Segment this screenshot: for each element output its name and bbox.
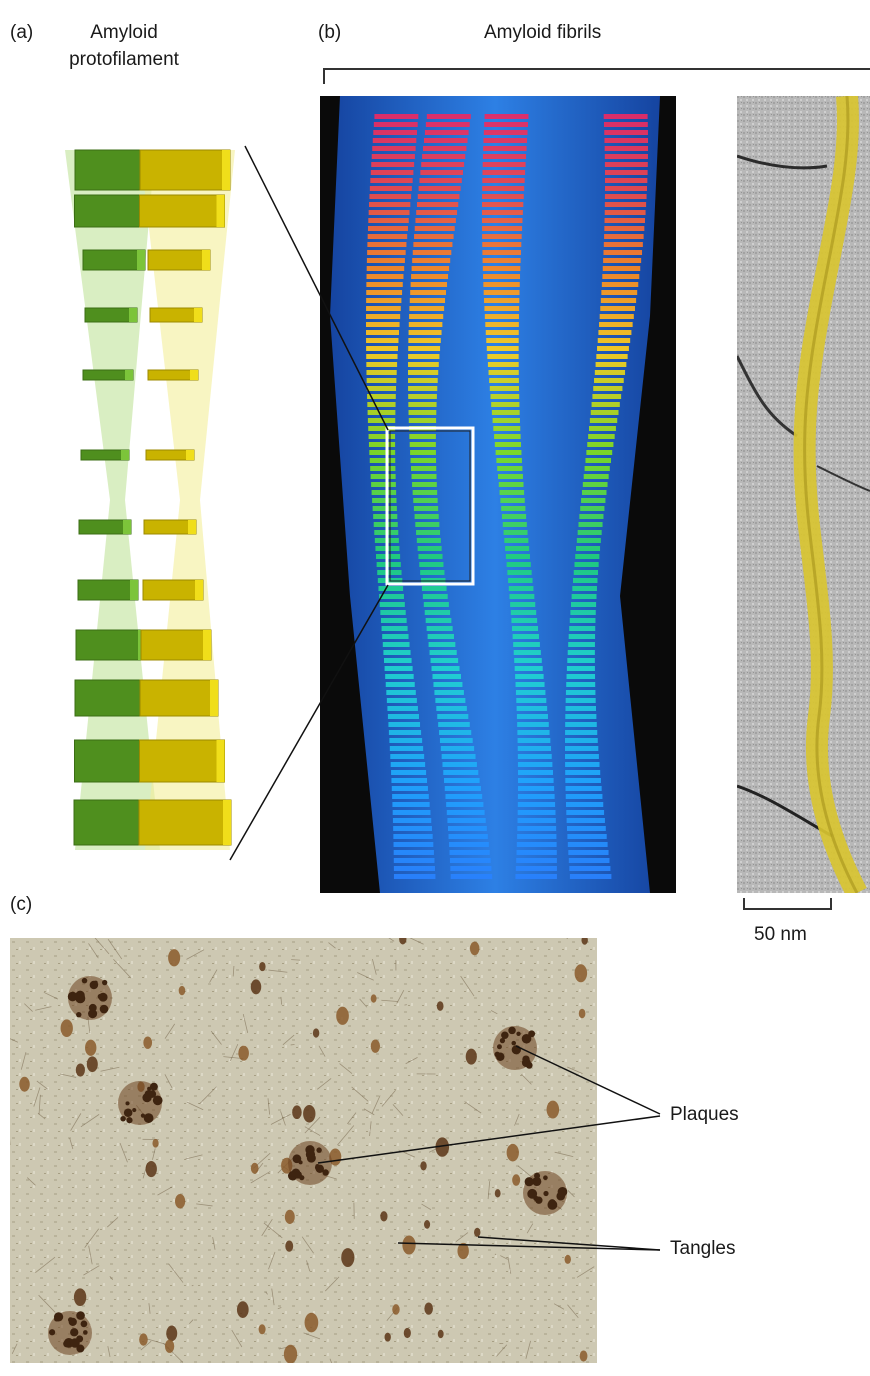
protofilament-illustration	[55, 120, 245, 865]
tissue-micrograph	[10, 938, 597, 1363]
panel-b-letter: (b)	[318, 22, 342, 43]
panel-a-title-line1: Amyloid	[90, 22, 158, 43]
panel-b-title: Amyloid fibrils	[484, 22, 602, 43]
em-micrograph	[737, 96, 870, 893]
panel-b-bracket	[323, 68, 870, 84]
tangles-label: Tangles	[670, 1238, 736, 1259]
panel-a-title-line2: protofilament	[69, 49, 179, 70]
scale-bar-label: 50 nm	[754, 924, 807, 945]
plaques-label: Plaques	[670, 1104, 739, 1125]
panel-a-letter: (a)	[10, 22, 34, 43]
fibril-rendering	[320, 96, 676, 893]
scale-bar	[743, 898, 832, 910]
panel-c-letter: (c)	[10, 894, 33, 915]
